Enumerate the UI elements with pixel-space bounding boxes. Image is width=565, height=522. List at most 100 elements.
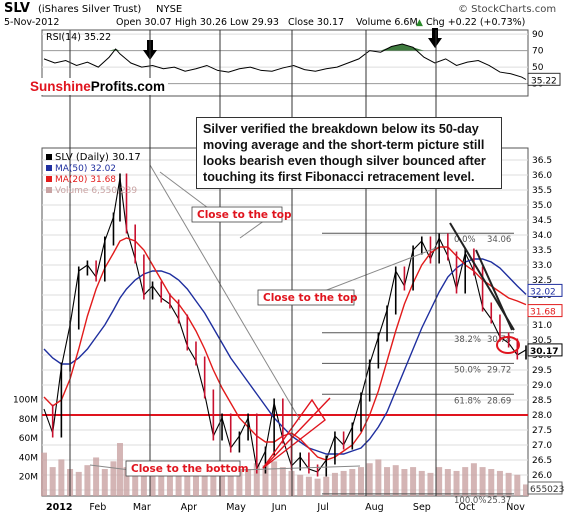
badge-label-1: 31.68 bbox=[530, 308, 556, 318]
rsi-legend: RSI(14) 35.22 bbox=[46, 32, 111, 43]
volume-tick-label-1: 40M bbox=[19, 453, 38, 463]
volume-bar bbox=[444, 469, 451, 496]
fib-value-2: 29.72 bbox=[487, 365, 511, 375]
fib-label-2: 50.0% bbox=[454, 365, 481, 375]
triangle-pattern bbox=[262, 398, 326, 469]
volume-bar bbox=[227, 467, 234, 496]
price-tick-label-1: 26.0 bbox=[532, 471, 552, 481]
volume-bar bbox=[93, 457, 100, 496]
volume-bar bbox=[488, 469, 495, 496]
callout-close-bottom-label: Close to the bottom bbox=[131, 463, 249, 475]
volume-bar bbox=[101, 469, 108, 496]
x-tick-label-1: Feb bbox=[89, 502, 106, 513]
price-legend-label-3: Volume 6,550,239 bbox=[55, 186, 137, 196]
arrow-down-icon-2 bbox=[428, 28, 442, 48]
volume-bar bbox=[201, 474, 208, 496]
callout-pointer-5 bbox=[239, 465, 361, 471]
price-tick-label-15: 33.0 bbox=[532, 261, 552, 271]
volume-tick-label-4: 100M bbox=[13, 396, 38, 406]
fib-label-3: 61.8% bbox=[454, 396, 481, 406]
price-axis: 25.526.026.527.027.528.028.529.029.530.0… bbox=[532, 156, 552, 496]
volume-bar bbox=[192, 472, 199, 496]
volume-bar bbox=[505, 472, 512, 496]
fib-label-1: 38.2% bbox=[454, 335, 481, 345]
volume-bar bbox=[149, 474, 156, 496]
price-legend-swatch-3 bbox=[46, 187, 52, 193]
volume-bar bbox=[392, 465, 399, 496]
volume-bar bbox=[314, 478, 321, 496]
price-tick-label-4: 27.5 bbox=[532, 426, 552, 436]
volume-bar bbox=[340, 470, 347, 496]
volume-tick-label-3: 80M bbox=[19, 415, 38, 425]
volume-bar bbox=[305, 476, 312, 496]
volume-bars bbox=[41, 443, 529, 496]
price-tick-label-11: 31.0 bbox=[532, 321, 552, 331]
volume-bar bbox=[49, 467, 56, 496]
price-tick-label-20: 35.5 bbox=[532, 186, 552, 196]
x-tick-label-4: May bbox=[226, 502, 246, 513]
volume-axis: 20M 40M 60M 80M 100M bbox=[13, 396, 38, 483]
volume-bar bbox=[132, 470, 139, 496]
sunshine-profits-logo: SunshineProfits.com bbox=[27, 78, 169, 95]
price-legend-swatch-2 bbox=[46, 176, 52, 182]
fib-label-0: 0.0% bbox=[454, 235, 476, 245]
volume-bar bbox=[375, 459, 382, 496]
logo-part-1: Sunshine bbox=[30, 79, 91, 94]
price-tick-label-18: 34.5 bbox=[532, 216, 552, 226]
volume-bar bbox=[262, 465, 269, 496]
quote-close: Close 30.17 bbox=[288, 17, 344, 28]
price-tick-label-7: 29.0 bbox=[532, 381, 552, 391]
fib-value-0: 34.06 bbox=[487, 235, 511, 245]
channel-line bbox=[475, 249, 513, 331]
rsi-badge-label: 35.22 bbox=[531, 76, 557, 86]
price-tick-label-17: 34.0 bbox=[532, 231, 552, 241]
volume-bar bbox=[140, 472, 147, 496]
price-legend-label-1: MA(50) 32.02 bbox=[55, 164, 116, 174]
x-tick-label-9: Oct bbox=[459, 502, 476, 513]
rsi-tick-label-3: 90 bbox=[532, 30, 544, 40]
volume-bar bbox=[462, 467, 469, 496]
volume-bar bbox=[75, 471, 82, 496]
circle-highlight bbox=[496, 336, 520, 354]
volume-bar bbox=[410, 467, 417, 496]
ticker-symbol: SLV bbox=[4, 1, 30, 16]
badge-label-2: 30.17 bbox=[530, 347, 558, 357]
volume-bar bbox=[271, 461, 278, 496]
x-axis: 2012 Feb Mar Apr May Jun Jul Aug Sep Oct Nov bbox=[46, 502, 525, 513]
quote-open: Open 30.07 bbox=[116, 17, 172, 28]
ticker-exchange: NYSE bbox=[156, 4, 182, 15]
price-tick-label-8: 29.5 bbox=[532, 366, 552, 376]
volume-bar bbox=[479, 467, 486, 496]
volume-bar bbox=[219, 472, 226, 496]
x-tick-label-5: Jun bbox=[271, 502, 287, 513]
rsi-line bbox=[43, 43, 527, 80]
x-tick-label-2: Mar bbox=[133, 502, 151, 513]
x-tick-label-3: Apr bbox=[181, 502, 198, 513]
volume-bar bbox=[236, 470, 243, 496]
price-panel-frame bbox=[41, 147, 529, 497]
rsi-badge-box bbox=[527, 72, 561, 86]
quote-change: Chg +0.22 (+0.73%) bbox=[426, 17, 525, 28]
rsi-tick-label-1: 50 bbox=[532, 63, 544, 73]
x-tick-label-10: Nov bbox=[506, 502, 525, 513]
volume-bar bbox=[245, 469, 252, 496]
volume-bar bbox=[58, 459, 65, 496]
volume-bar bbox=[158, 469, 165, 496]
quote-high: High 30.26 bbox=[175, 17, 227, 28]
volume-tick-label-2: 60M bbox=[19, 434, 38, 444]
badge-box-1 bbox=[527, 304, 563, 318]
quote-change-marker: ▲ bbox=[416, 18, 423, 28]
volume-bar bbox=[116, 443, 123, 496]
quote-volume: Volume 6.6M bbox=[356, 17, 418, 28]
ticker-name: (iShares Silver Trust) bbox=[38, 4, 141, 15]
quote-date: 5-Nov-2012 bbox=[4, 17, 59, 28]
rsi-overbought-fill bbox=[44, 44, 526, 51]
volume-tick-label-0: 20M bbox=[19, 473, 38, 483]
volume-bar bbox=[357, 467, 364, 496]
price-legend-label-2: MA(20) 31.68 bbox=[55, 175, 116, 185]
callout-close-top-2-label: Close to the top bbox=[263, 292, 358, 304]
volume-bar bbox=[323, 476, 330, 496]
callout-close-top-1-label: Close to the top bbox=[197, 209, 292, 221]
price-tick-label-3: 27.0 bbox=[532, 441, 552, 451]
price-tick-label-14: 32.5 bbox=[532, 276, 552, 286]
